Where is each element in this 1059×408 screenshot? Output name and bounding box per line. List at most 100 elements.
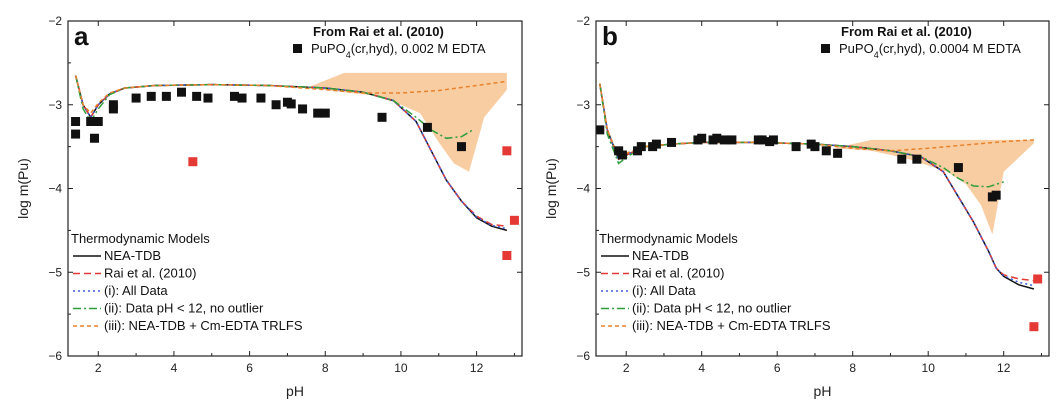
plot-area xyxy=(596,83,1043,332)
source-label: PuPO4(cr,hyd), 0.002 M EDTA xyxy=(311,41,486,60)
x-tick-label: 6 xyxy=(246,361,253,375)
source-label-subscript: 4 xyxy=(346,50,351,60)
source-label-main: PuPO xyxy=(311,41,346,56)
data-point xyxy=(286,99,296,109)
data-point xyxy=(953,163,963,173)
data-point xyxy=(93,117,103,126)
source-marker xyxy=(821,44,830,53)
data-point xyxy=(298,104,308,114)
data-point xyxy=(833,148,843,158)
source-title: From Rai et al. (2010) xyxy=(313,24,444,39)
data-point xyxy=(912,154,922,164)
source-marker xyxy=(293,44,302,53)
source-title: From Rai et al. (2010) xyxy=(841,24,972,39)
data-point xyxy=(617,150,627,160)
x-tick-label: 6 xyxy=(774,361,781,375)
x-tick-label: 10 xyxy=(394,361,408,375)
legend-title: Thermodynamic Models xyxy=(599,231,738,246)
data-point xyxy=(313,108,323,118)
uncertainty-band xyxy=(306,72,507,172)
data-point xyxy=(71,117,81,126)
data-point xyxy=(821,146,831,156)
outlier-point xyxy=(502,146,512,156)
x-tick-label: 4 xyxy=(171,361,178,375)
data-point xyxy=(897,154,907,164)
data-point xyxy=(203,93,213,103)
data-point xyxy=(192,91,202,101)
data-point xyxy=(667,137,676,147)
data-point xyxy=(377,112,387,122)
data-point xyxy=(757,135,767,145)
data-point xyxy=(991,190,1001,200)
x-tick-label: 8 xyxy=(849,361,856,375)
data-point xyxy=(146,91,156,101)
source-label-subscript: 4 xyxy=(874,50,879,60)
y-tick-label: −6 xyxy=(576,349,590,363)
data-point xyxy=(768,135,778,145)
x-axis-label: pH xyxy=(814,383,832,399)
x-tick-label: 2 xyxy=(623,361,630,375)
x-tick-label: 12 xyxy=(997,361,1011,375)
outlier-point xyxy=(188,157,198,167)
data-point xyxy=(727,135,737,145)
y-axis-label: log m(Pu) xyxy=(543,158,559,219)
data-point xyxy=(422,122,432,132)
y-tick-label: −4 xyxy=(576,182,590,196)
data-point xyxy=(161,91,171,101)
x-axis-label: pH xyxy=(286,383,304,399)
data-point xyxy=(256,93,266,103)
y-tick-label: −3 xyxy=(48,98,62,112)
data-point xyxy=(108,100,118,110)
data-point xyxy=(229,91,239,101)
panel-letter: a xyxy=(74,21,89,51)
data-point xyxy=(177,87,186,97)
data-point xyxy=(651,139,661,149)
panel-letter: b xyxy=(602,21,618,51)
data-point xyxy=(89,133,99,143)
source-label-main: PuPO xyxy=(839,41,874,56)
legend-entry-4: (iii): NEA-TDB + Cm-EDTA TRLFS xyxy=(104,318,303,333)
x-tick-label: 4 xyxy=(698,361,705,375)
data-point xyxy=(719,135,729,145)
outlier-point xyxy=(1033,274,1043,284)
data-point xyxy=(810,142,820,152)
uncertainty-band xyxy=(833,139,1034,235)
data-point xyxy=(86,117,96,126)
legend-entry-4: (iii): NEA-TDB + Cm-EDTA TRLFS xyxy=(632,318,831,333)
outlier-point xyxy=(502,251,512,260)
source-label-rest: (cr,hyd), 0.0004 M EDTA xyxy=(879,41,1021,56)
y-tick-label: −3 xyxy=(576,98,590,112)
legend-entry-3: (ii): Data pH < 12, no outlier xyxy=(104,301,264,316)
legend-entry-2: (i): All Data xyxy=(632,283,696,298)
data-point xyxy=(271,100,281,110)
source-label: PuPO4(cr,hyd), 0.0004 M EDTA xyxy=(839,41,1021,60)
y-tick-label: −5 xyxy=(48,265,62,279)
x-tick-label: 2 xyxy=(95,361,102,375)
data-point xyxy=(636,142,646,152)
data-point xyxy=(456,142,466,152)
y-tick-label: −2 xyxy=(48,14,62,28)
y-tick-label: −5 xyxy=(576,265,590,279)
legend-title: Thermodynamic Models xyxy=(71,231,210,246)
y-tick-label: −6 xyxy=(48,349,62,363)
y-tick-label: −2 xyxy=(576,14,590,28)
outlier-point xyxy=(509,215,519,225)
plot-area xyxy=(71,72,519,260)
legend-entry-1: Rai et al. (2010) xyxy=(104,266,197,281)
y-tick-label: −4 xyxy=(48,182,62,196)
data-point xyxy=(320,108,330,118)
chart-panel-b: 2 4 6 8 10 12 −6 −5 −4 −3 −2 pH log m(Pu) b From Rai e… xyxy=(543,14,1050,399)
data-point xyxy=(237,93,247,103)
data-point xyxy=(71,129,81,139)
data-point xyxy=(596,125,605,135)
x-tick-label: 8 xyxy=(322,361,329,375)
y-axis-label: log m(Pu) xyxy=(15,158,31,219)
legend-entry-2: (i): All Data xyxy=(104,283,168,298)
series-line-3 xyxy=(74,75,474,140)
data-point xyxy=(712,133,722,143)
legend-entry-3: (ii): Data pH < 12, no outlier xyxy=(632,301,792,316)
data-point xyxy=(697,133,707,143)
series-line-4 xyxy=(74,75,508,115)
data-point xyxy=(791,142,801,152)
